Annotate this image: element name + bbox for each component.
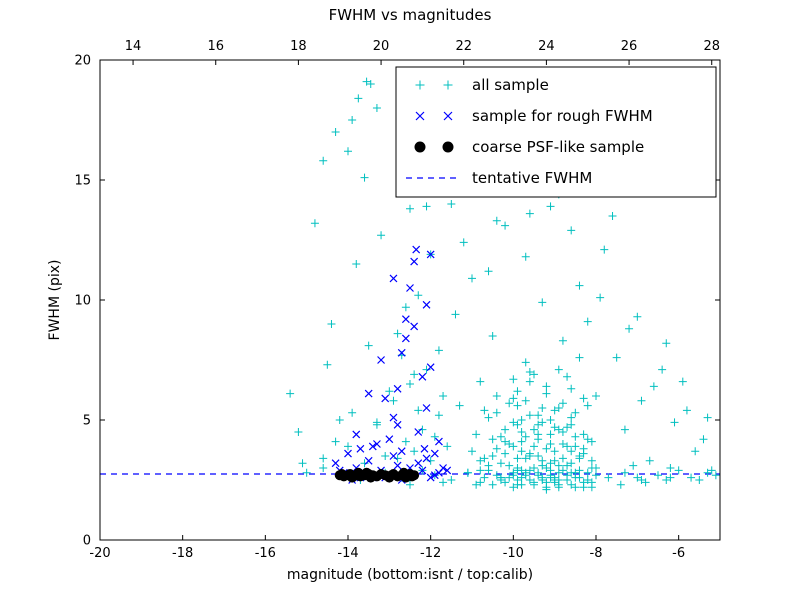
x-axis-label: magnitude (bottom:isnt / top:calib) xyxy=(286,567,534,583)
top-tick-label: 28 xyxy=(703,39,720,54)
legend: all sample sample for rough FWHM coarse PS… xyxy=(395,66,717,198)
y-tick-label: 5 xyxy=(83,414,91,429)
y-tick-label: 20 xyxy=(74,54,91,69)
top-tick-label: 16 xyxy=(207,39,224,54)
legend-label: all sample xyxy=(472,76,549,94)
x-tick-label: -10 xyxy=(503,546,524,561)
x-tick-label: -18 xyxy=(172,546,193,561)
top-tick-label: 26 xyxy=(621,39,638,54)
y-tick-label: 15 xyxy=(74,174,91,189)
top-tick-label: 20 xyxy=(373,39,390,54)
scatter-series-circle xyxy=(334,467,420,483)
axes-frame: -20 -18 -16 -14 -12 -10 -8 -6 14 16 18 20 22 24 26 28 0 5… xyxy=(74,39,721,561)
x-tick-label: -12 xyxy=(420,546,441,561)
x-tick-label: -20 xyxy=(89,546,110,561)
legend-label: sample for rough FWHM xyxy=(472,107,653,125)
x-tick-label: -14 xyxy=(337,546,358,561)
chart-title: FWHM vs magnitudes xyxy=(328,6,492,24)
scatter-series-x xyxy=(331,245,452,484)
x-tick-label: -8 xyxy=(590,546,603,561)
top-tick-label: 24 xyxy=(538,39,555,54)
x-tick-label: -16 xyxy=(255,546,276,561)
legend-label: tentative FWHM xyxy=(472,169,592,187)
top-tick-label: 14 xyxy=(125,39,142,54)
y-tick-label: 10 xyxy=(74,294,91,309)
y-tick-label: 0 xyxy=(83,534,91,549)
legend-label: coarse PSF-like sample xyxy=(472,138,644,156)
top-tick-label: 18 xyxy=(290,39,307,54)
plot-area xyxy=(100,77,720,494)
top-tick-label: 22 xyxy=(455,39,472,54)
x-tick-label: -6 xyxy=(672,546,685,561)
scatter-series-plus xyxy=(286,77,720,494)
